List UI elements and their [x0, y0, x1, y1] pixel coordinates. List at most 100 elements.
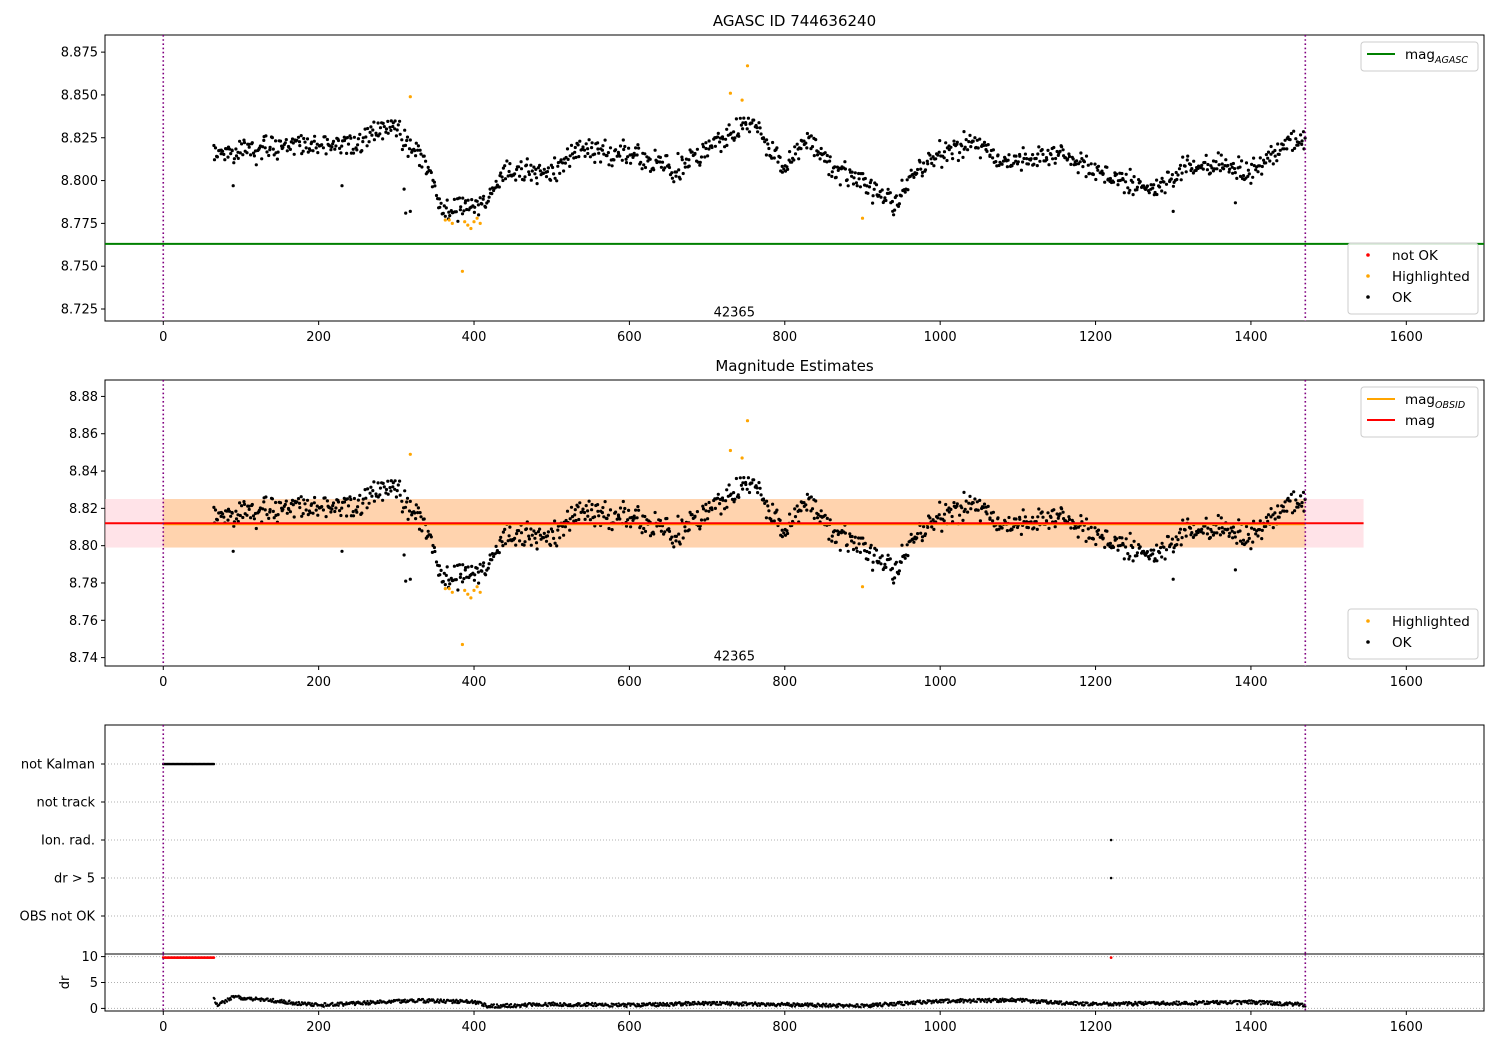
- mid-ok-point: [846, 549, 850, 553]
- dr-point: [961, 998, 964, 1001]
- mid-ok-point: [698, 527, 702, 531]
- dr-point: [455, 998, 458, 1001]
- top-ok-point: [1036, 152, 1040, 156]
- top-ok-point: [938, 139, 942, 143]
- top-ok-point: [1233, 167, 1237, 171]
- mid-ytick-label: 8.76: [69, 614, 98, 629]
- mid-ok-point: [1118, 543, 1122, 548]
- mid-ok-point: [245, 513, 249, 517]
- top-ok-point: [584, 142, 588, 146]
- mid-ok-point: [501, 530, 505, 534]
- mid-ok-point: [252, 517, 256, 521]
- mid-ok-point: [1169, 542, 1173, 546]
- top-ok-point: [1151, 186, 1155, 190]
- top-ok-point: [1254, 168, 1258, 172]
- top-ok-point: [850, 174, 854, 178]
- top-ok-point: [1053, 161, 1057, 165]
- mid-ok-point: [370, 494, 374, 498]
- top-xtick-label: 1400: [1234, 330, 1267, 345]
- mid-ok-point: [410, 513, 414, 517]
- top-ok-point: [828, 155, 832, 159]
- mid-ok-point: [845, 543, 849, 547]
- mid-ok-point: [298, 506, 302, 510]
- top-ok-point: [923, 168, 928, 172]
- mid-ok-point: [643, 529, 648, 534]
- mid-ok-point: [932, 527, 936, 532]
- top-ok-point: [1238, 174, 1243, 178]
- top-ok-point: [732, 138, 736, 142]
- top-xtick-label: 800: [772, 330, 797, 345]
- top-ok-point: [1135, 185, 1139, 189]
- mid-ok-point: [251, 514, 256, 518]
- top-ok-point: [843, 167, 848, 171]
- top-ok-point: [1078, 160, 1082, 164]
- dr-point: [672, 1004, 676, 1007]
- mid-ok-point: [242, 500, 246, 504]
- top-ok-point: [678, 177, 682, 181]
- top-ok-point: [1000, 162, 1004, 166]
- mid-ok-point: [219, 514, 223, 519]
- mid-ok-point: [871, 560, 875, 564]
- top-ok-point: [724, 137, 728, 141]
- mid-ok-point: [313, 495, 317, 500]
- dr-point: [586, 1004, 589, 1007]
- dr-point: [756, 1004, 759, 1008]
- top-ok-point: [793, 152, 798, 156]
- mid-ok-point: [389, 489, 393, 493]
- mid-ok-point: [1188, 526, 1193, 530]
- dr-point: [1144, 1000, 1147, 1003]
- top-ok-point: [810, 145, 815, 149]
- dr-point: [495, 1003, 499, 1006]
- top-ok-point: [699, 155, 704, 159]
- mid-ok-point: [532, 529, 536, 533]
- top-ok-point: [1252, 156, 1256, 160]
- mid-ok-point: [843, 531, 848, 535]
- mid-ok-point: [1246, 532, 1250, 537]
- top-ok-point: [1290, 148, 1295, 152]
- top-ok-point: [518, 174, 522, 178]
- top-ok-point: [1158, 185, 1162, 189]
- mid-ok-point: [310, 502, 314, 506]
- dr-point: [379, 999, 382, 1002]
- mid-ok-point: [944, 502, 948, 507]
- mid-ok-point: [857, 542, 861, 546]
- top-ok-point: [1051, 157, 1055, 161]
- top-ok-point: [544, 175, 549, 179]
- mid-ok-point: [265, 513, 269, 517]
- mid-ok-point: [366, 487, 370, 491]
- mid-ok-point: [1180, 536, 1184, 540]
- top-ok-point: [1282, 147, 1286, 151]
- top-ok-point: [667, 165, 672, 170]
- top-ok-point: [459, 205, 463, 209]
- top-ok-point: [1276, 142, 1280, 146]
- mid-ok-point: [920, 535, 925, 539]
- top-ok-point: [739, 123, 744, 127]
- mid-ok-point: [247, 504, 251, 508]
- mid-ok-point: [1084, 517, 1089, 521]
- top-ok-point: [771, 140, 775, 145]
- dr-point: [854, 1005, 858, 1009]
- mid-ok-point: [478, 562, 482, 566]
- top-ok-point: [757, 121, 761, 125]
- mid-lower-legend-marker-swatch: [1366, 619, 1370, 623]
- mid-ok-point: [672, 545, 676, 549]
- mid-ok-point: [746, 476, 751, 480]
- top-ok-point: [652, 168, 656, 172]
- mid-ok-point: [308, 510, 312, 515]
- mid-ok-point: [1215, 531, 1219, 535]
- mid-ok-point: [1249, 547, 1253, 551]
- mid-ok-point: [1178, 527, 1183, 531]
- top-ok-point: [622, 147, 626, 152]
- top-ok-point: [281, 145, 285, 149]
- top-ok-point: [230, 149, 234, 153]
- mid-ok-point: [888, 557, 892, 561]
- top-ok-point: [797, 157, 801, 161]
- top-ytick-label: 8.825: [61, 131, 98, 146]
- top-ok-point: [247, 145, 251, 149]
- top-ok-point: [1190, 167, 1194, 171]
- top-ok-point: [1006, 158, 1010, 162]
- mid-ok-point: [234, 517, 239, 521]
- mid-ok-point: [1231, 525, 1235, 529]
- top-ok-point: [632, 153, 637, 157]
- mid-ok-point: [1181, 518, 1185, 522]
